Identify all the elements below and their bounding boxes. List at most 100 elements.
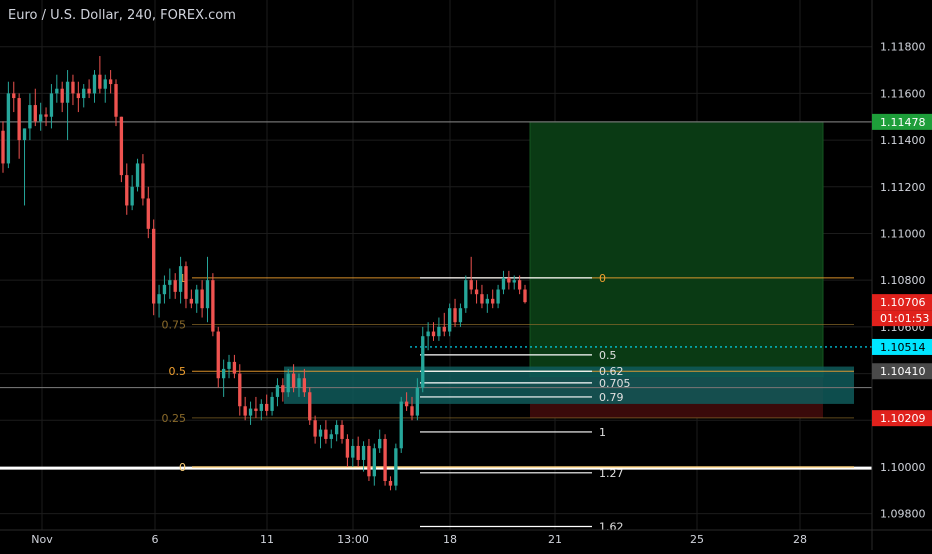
price-tick-label: 1.11400 <box>880 134 926 147</box>
candle-body <box>119 116 124 176</box>
candle-body <box>415 387 420 416</box>
candle-body <box>17 98 21 141</box>
price-tick-label: 1.11000 <box>880 227 926 240</box>
candle-body <box>238 373 242 407</box>
chart-title: Euro / U.S. Dollar, 240, FOREX.com <box>8 8 236 23</box>
candle-body <box>184 266 188 299</box>
candle-body <box>200 289 204 309</box>
candle-body <box>372 448 376 477</box>
candle-body <box>318 429 323 437</box>
candle-body <box>108 79 113 85</box>
candle-body <box>162 284 167 295</box>
price-tick-label: 1.09800 <box>880 508 926 521</box>
time-tick-label: 11 <box>260 533 274 546</box>
price-labels: 1.11478 1.10706 1.10514 1.10410 1.10209 01:01… <box>872 113 932 427</box>
candle-body <box>254 408 258 411</box>
candle-body <box>44 114 48 117</box>
candle-body <box>103 79 107 89</box>
candle-body <box>367 445 371 477</box>
candle-body <box>55 88 59 94</box>
price-tick-label: 1.10800 <box>880 274 926 287</box>
price-tick-label: 1.11800 <box>880 41 926 54</box>
candle-body <box>98 74 102 89</box>
price-label-text: 1.10514 <box>880 341 926 354</box>
candle-body <box>65 81 70 103</box>
candle-body <box>146 198 150 229</box>
price-label-bg <box>872 294 932 311</box>
time-tick-label: 13:00 <box>337 533 369 546</box>
candle-body <box>82 88 86 99</box>
candle-body <box>421 336 425 388</box>
candle-body <box>232 361 237 374</box>
price-label-text: 1.11478 <box>880 116 926 129</box>
candle-body <box>270 396 274 411</box>
candle-body <box>469 280 473 290</box>
candle-body <box>87 88 91 94</box>
candle-body <box>265 403 269 411</box>
candle-body <box>491 298 495 304</box>
candle-body <box>442 326 446 332</box>
candle-body <box>426 331 430 337</box>
candle-body <box>334 424 339 435</box>
price-axis[interactable]: 1.11800 1.11600 1.11400 1.11200 1.11000 1.108… <box>871 0 926 550</box>
candle-body <box>33 105 37 122</box>
profit-zone <box>529 121 824 378</box>
price-label-bg <box>872 410 932 427</box>
candle-body <box>248 408 253 416</box>
candle-body <box>114 84 118 117</box>
candle-body <box>189 298 194 304</box>
candle-body <box>496 289 500 304</box>
fib-right-label: 0.62 <box>599 365 624 378</box>
candle-body <box>216 331 220 379</box>
candle-body <box>474 289 479 295</box>
candle-body <box>512 280 516 283</box>
horizontal-lines <box>0 121 872 470</box>
price-label-bg <box>872 338 932 355</box>
candle-body <box>28 105 32 129</box>
price-label: 1.10514 <box>872 338 932 355</box>
candle-body <box>329 434 333 439</box>
candle-body <box>324 429 328 439</box>
candle-body <box>394 448 398 486</box>
candle-body <box>308 392 312 421</box>
candle-body <box>501 277 506 290</box>
fib-right-label: 1.62 <box>599 520 624 533</box>
price-label-text: 1.10410 <box>880 365 926 378</box>
candle-body <box>39 114 43 122</box>
candle-body <box>211 280 215 332</box>
price-label-bg <box>872 113 932 130</box>
countdown-bg <box>872 310 932 327</box>
price-label-text: 1.10209 <box>880 412 926 425</box>
candle-body <box>361 445 366 460</box>
candle-body <box>523 289 527 303</box>
candle-body <box>227 361 231 369</box>
candle-body <box>404 401 409 407</box>
candle-body <box>130 186 134 206</box>
candle-body <box>388 480 393 486</box>
fib-left-label: 1 <box>179 272 186 285</box>
fib-right-label: 0 <box>599 272 606 285</box>
candle-body <box>221 368 226 379</box>
candle-body <box>12 93 16 99</box>
countdown-text: 01:01:53 <box>880 312 929 325</box>
candle-body <box>464 280 468 309</box>
candle-body <box>259 403 263 411</box>
candle-body <box>313 420 317 437</box>
candle-body <box>205 280 210 309</box>
countdown-label: 01:01:53 <box>872 310 932 327</box>
time-tick-label: Nov <box>31 533 53 546</box>
candle-body <box>135 163 140 187</box>
candle-body <box>378 438 382 449</box>
candle-body <box>168 280 172 285</box>
fib-right-label: 0.5 <box>599 349 617 362</box>
candle-body <box>480 294 484 304</box>
fib-right-label: 1.27 <box>599 467 624 480</box>
price-label: 1.10706 <box>872 294 932 311</box>
candle-body <box>1 130 5 164</box>
candle-body <box>507 277 511 283</box>
fib-right-label: 0.79 <box>599 391 624 404</box>
time-axis[interactable]: Nov 6 11 13:00 18 21 25 28 <box>0 529 932 546</box>
